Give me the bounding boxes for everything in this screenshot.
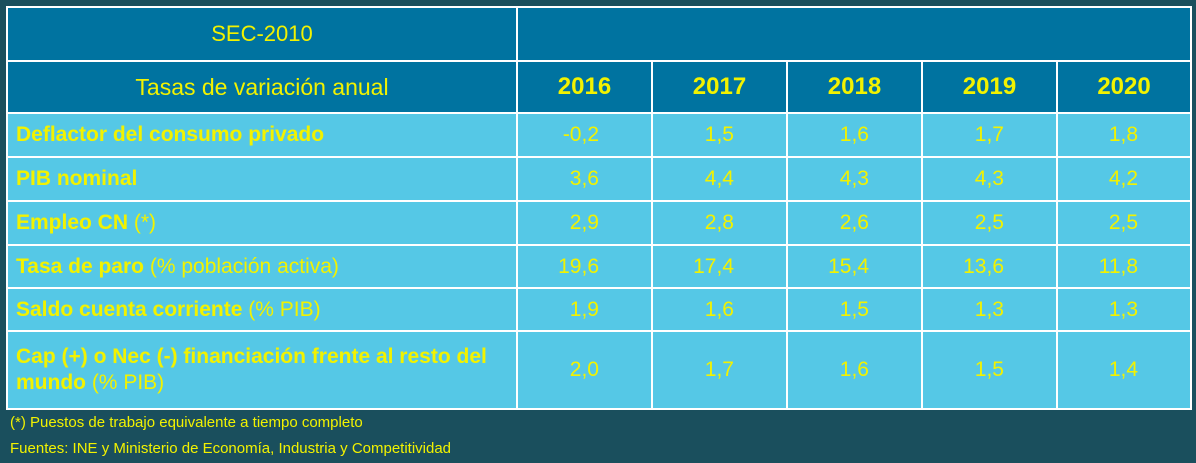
value-cell: 11,8 xyxy=(1055,244,1193,289)
standard-label: SEC-2010 xyxy=(6,6,518,62)
value-cell: 2,8 xyxy=(651,200,788,246)
year-header: 2016 xyxy=(516,60,653,114)
value-cell: 2,0 xyxy=(516,330,653,410)
value-cell: 1,9 xyxy=(516,287,653,332)
value-cell: 1,6 xyxy=(651,287,788,332)
sources-note: Fuentes: INE y Ministerio de Economía, I… xyxy=(10,440,452,457)
value-cell: 2,6 xyxy=(786,200,923,246)
value-cell: 1,7 xyxy=(651,330,788,410)
value-cell: 2,5 xyxy=(1055,200,1193,246)
table-row: Cap (+) o Nec (-) financiación frente al… xyxy=(6,330,1193,410)
value-cell: 1,5 xyxy=(651,112,788,158)
value-cell: 1,5 xyxy=(921,330,1058,410)
value-cell: 1,6 xyxy=(786,330,923,410)
value-cell: 2,9 xyxy=(516,200,653,246)
value-cell: 13,6 xyxy=(921,244,1058,289)
row-label: Saldo cuenta corriente (% PIB) xyxy=(6,287,518,332)
value-cell: 1,7 xyxy=(921,112,1058,158)
value-cell: 1,8 xyxy=(1055,112,1193,158)
row-label: Cap (+) o Nec (-) financiación frente al… xyxy=(6,330,518,410)
table-row: Empleo CN (*) 2,9 2,8 2,6 2,5 2,5 xyxy=(6,200,1193,246)
value-cell: 1,5 xyxy=(786,287,923,332)
value-cell: 1,4 xyxy=(1055,330,1193,410)
value-cell: 15,4 xyxy=(786,244,923,289)
table-row: Tasa de paro (% población activa) 19,6 1… xyxy=(6,244,1193,289)
row-label: Tasa de paro (% población activa) xyxy=(6,244,518,289)
header-row-years: Tasas de variación anual 2016 2017 2018 … xyxy=(6,60,1193,114)
row-label: PIB nominal xyxy=(6,156,518,202)
value-cell: -0,2 xyxy=(516,112,653,158)
forecast-table: SEC-2010 Tasas de variación anual 2016 2… xyxy=(6,6,1193,410)
value-cell: 3,6 xyxy=(516,156,653,202)
row-label: Deflactor del consumo privado xyxy=(6,112,518,158)
value-cell: 19,6 xyxy=(516,244,653,289)
header-blank-cell xyxy=(515,6,1193,62)
notes-block: (*) Puestos de trabajo equivalente a tie… xyxy=(10,410,451,462)
year-header: 2020 xyxy=(1055,60,1193,114)
value-cell: 1,6 xyxy=(786,112,923,158)
value-cell: 1,3 xyxy=(1055,287,1193,332)
header-row-standard: SEC-2010 xyxy=(6,6,1193,62)
year-header: 2017 xyxy=(651,60,788,114)
table-row: Saldo cuenta corriente (% PIB) 1,9 1,6 1… xyxy=(6,287,1193,332)
table-row: PIB nominal 3,6 4,4 4,3 4,3 4,2 xyxy=(6,156,1193,202)
forecast-table-container: SEC-2010 Tasas de variación anual 2016 2… xyxy=(6,6,1193,410)
value-cell: 2,5 xyxy=(921,200,1058,246)
table-row: Deflactor del consumo privado -0,2 1,5 1… xyxy=(6,112,1193,158)
value-cell: 17,4 xyxy=(651,244,788,289)
year-header: 2018 xyxy=(786,60,923,114)
value-cell: 4,2 xyxy=(1055,156,1193,202)
footnote: (*) Puestos de trabajo equivalente a tie… xyxy=(10,414,363,431)
value-cell: 4,3 xyxy=(786,156,923,202)
value-cell: 4,4 xyxy=(651,156,788,202)
value-cell: 1,3 xyxy=(921,287,1058,332)
year-header: 2019 xyxy=(921,60,1058,114)
row-label: Empleo CN (*) xyxy=(6,200,518,246)
subtitle-label: Tasas de variación anual xyxy=(6,60,518,114)
value-cell: 4,3 xyxy=(921,156,1058,202)
